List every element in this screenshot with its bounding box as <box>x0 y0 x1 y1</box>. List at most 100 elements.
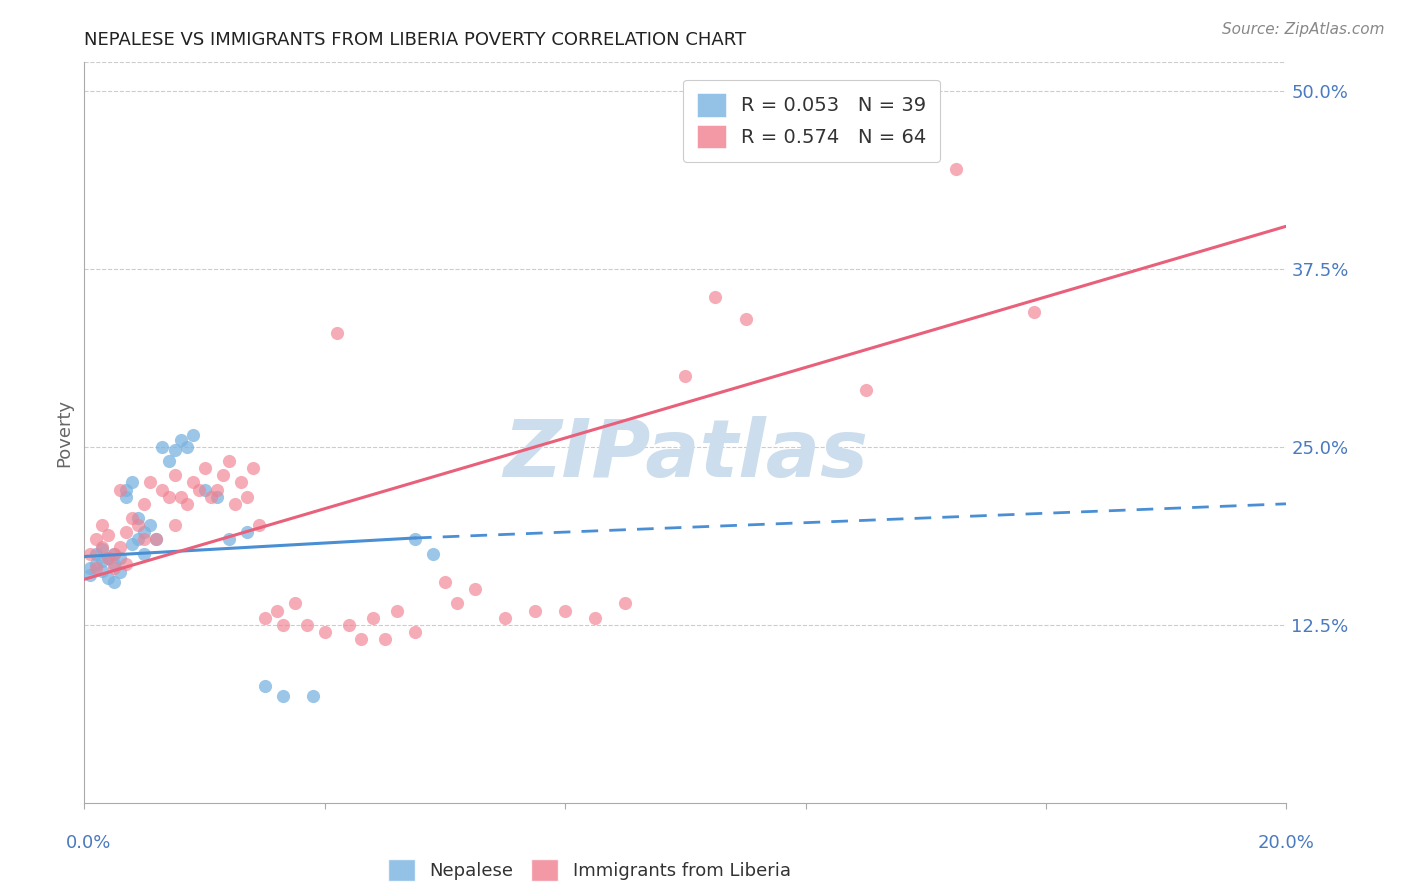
Point <box>103 561 125 575</box>
Point <box>181 475 204 490</box>
Point <box>91 542 114 557</box>
Point <box>271 617 294 632</box>
Point <box>139 475 162 490</box>
Point <box>446 597 468 611</box>
Point <box>152 440 174 454</box>
Point <box>169 490 191 504</box>
Point <box>187 483 209 497</box>
Point <box>169 433 191 447</box>
Point <box>86 533 108 547</box>
Point <box>134 497 156 511</box>
Point <box>253 611 276 625</box>
Point <box>524 604 547 618</box>
Point <box>79 547 101 561</box>
Point <box>86 547 108 561</box>
Point <box>91 554 114 568</box>
Point <box>110 483 132 497</box>
Point <box>97 528 120 542</box>
Point <box>139 518 162 533</box>
Text: ZIPatlas: ZIPatlas <box>503 416 868 494</box>
Point <box>218 533 240 547</box>
Point <box>235 490 257 504</box>
Point <box>704 290 727 304</box>
Point <box>134 525 156 540</box>
Point <box>157 454 180 468</box>
Point <box>200 490 222 504</box>
Point <box>945 162 967 177</box>
Point <box>97 550 120 565</box>
Point <box>91 518 114 533</box>
Point <box>266 604 288 618</box>
Point <box>110 550 132 565</box>
Point <box>271 689 294 703</box>
Point <box>361 611 384 625</box>
Point <box>134 533 156 547</box>
Point <box>205 483 228 497</box>
Point <box>494 611 516 625</box>
Point <box>115 557 138 571</box>
Point <box>194 483 217 497</box>
Point <box>152 483 174 497</box>
Text: NEPALESE VS IMMIGRANTS FROM LIBERIA POVERTY CORRELATION CHART: NEPALESE VS IMMIGRANTS FROM LIBERIA POVE… <box>84 31 747 49</box>
Point <box>326 326 349 340</box>
Point <box>134 547 156 561</box>
Point <box>127 511 149 525</box>
Point <box>374 632 396 646</box>
Point <box>127 533 149 547</box>
Point <box>115 525 138 540</box>
Point <box>295 617 318 632</box>
Point <box>145 533 167 547</box>
Point <box>115 490 138 504</box>
Point <box>284 597 307 611</box>
Point <box>224 497 246 511</box>
Point <box>337 617 360 632</box>
Point <box>554 604 576 618</box>
Point <box>121 475 143 490</box>
Text: 20.0%: 20.0% <box>1258 834 1315 852</box>
Point <box>163 442 186 457</box>
Point <box>350 632 373 646</box>
Point <box>253 679 276 693</box>
Point <box>1022 304 1045 318</box>
Point <box>79 561 101 575</box>
Point <box>181 428 204 442</box>
Point <box>242 461 264 475</box>
Point <box>235 525 257 540</box>
Text: Source: ZipAtlas.com: Source: ZipAtlas.com <box>1222 22 1385 37</box>
Point <box>86 561 108 575</box>
Point <box>103 547 125 561</box>
Point <box>79 568 101 582</box>
Point <box>91 540 114 554</box>
Legend: Nepalese, Immigrants from Liberia: Nepalese, Immigrants from Liberia <box>378 850 800 890</box>
Point <box>103 547 125 561</box>
Point <box>103 557 125 571</box>
Point <box>301 689 323 703</box>
Point <box>464 582 486 597</box>
Point <box>314 624 336 639</box>
Text: 0.0%: 0.0% <box>66 834 111 852</box>
Point <box>385 604 408 618</box>
Point <box>404 624 426 639</box>
Point <box>97 571 120 585</box>
Point <box>145 533 167 547</box>
Point <box>211 468 233 483</box>
Point <box>115 483 138 497</box>
Point <box>97 550 120 565</box>
Point <box>163 518 186 533</box>
Point <box>127 518 149 533</box>
Point <box>176 497 198 511</box>
Point <box>103 575 125 590</box>
Point <box>121 537 143 551</box>
Point <box>422 547 444 561</box>
Point <box>404 533 426 547</box>
Point <box>205 490 228 504</box>
Point <box>121 511 143 525</box>
Point <box>110 565 132 579</box>
Point <box>583 611 606 625</box>
Point <box>163 468 186 483</box>
Point <box>176 440 198 454</box>
Point <box>91 564 114 578</box>
Point <box>86 557 108 571</box>
Point <box>734 311 756 326</box>
Point <box>229 475 252 490</box>
